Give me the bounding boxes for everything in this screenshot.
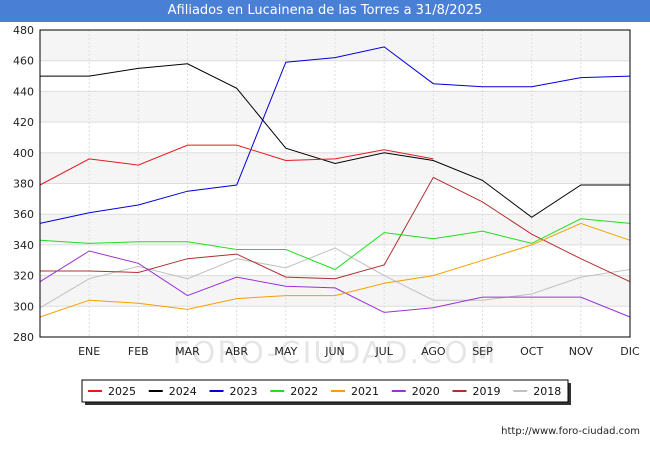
x-tick-label: OCT bbox=[520, 345, 543, 358]
legend-label-2021: 2021 bbox=[351, 385, 379, 398]
y-tick-label: 300 bbox=[13, 300, 34, 313]
legend-label-2024: 2024 bbox=[169, 385, 197, 398]
y-tick-label: 320 bbox=[13, 270, 34, 283]
legend-label-2023: 2023 bbox=[230, 385, 258, 398]
x-tick-label: FEB bbox=[128, 345, 149, 358]
watermark-text: FORO-CIUDAD.COM bbox=[173, 336, 498, 371]
legend-box bbox=[81, 379, 569, 403]
series-line-2024 bbox=[40, 63, 630, 218]
y-tick-label: 460 bbox=[13, 55, 34, 68]
y-tick-label: 480 bbox=[13, 24, 34, 37]
legend-label-2018: 2018 bbox=[533, 385, 561, 398]
x-tick-label: JUN bbox=[324, 345, 345, 358]
x-tick-label: DIC bbox=[620, 345, 640, 358]
x-axis-ticks: ENE FEB MAR ABR MAY JUN JUL AGO SEP OCT NOV DIC bbox=[78, 345, 640, 358]
series-line-2022 bbox=[39, 218, 631, 271]
y-tick-label: 420 bbox=[13, 116, 34, 129]
legend: 2025 2024 2023 2022 2021 2020 2019 2018 bbox=[81, 379, 571, 405]
y-tick-label: 360 bbox=[13, 208, 34, 221]
y-tick-label: 380 bbox=[13, 178, 34, 191]
series-line-2021 bbox=[39, 222, 631, 318]
y-tick-label: 440 bbox=[13, 85, 34, 98]
y-tick-label: 280 bbox=[13, 331, 34, 344]
series-line-2023 bbox=[39, 46, 631, 224]
y-tick-label: 400 bbox=[13, 147, 34, 160]
y-axis-ticks: 280 300 320 340 360 380 400 420 440 460 480 bbox=[13, 24, 34, 344]
legend-label-2020: 2020 bbox=[412, 385, 440, 398]
series-line-2019 bbox=[40, 176, 631, 283]
x-tick-label: MAY bbox=[274, 345, 297, 358]
x-tick-label: SEP bbox=[472, 345, 493, 358]
x-tick-label: NOV bbox=[569, 345, 594, 358]
plot-frame bbox=[39, 29, 631, 338]
chart-title: Afiliados en Lucainena de las Torres a 3… bbox=[0, 0, 650, 22]
x-tick-label: ENE bbox=[78, 345, 100, 358]
legend-label-2022: 2022 bbox=[290, 385, 318, 398]
x-tick-label: JUL bbox=[374, 345, 393, 358]
legend-label-2019: 2019 bbox=[473, 385, 501, 398]
series-line-2018 bbox=[39, 247, 631, 309]
x-tick-label: ABR bbox=[225, 345, 248, 358]
legend-label-2025: 2025 bbox=[108, 385, 136, 398]
source-url[interactable]: http://www.foro-ciudad.com bbox=[501, 426, 640, 437]
series-layer bbox=[39, 46, 631, 318]
series-line-2020 bbox=[39, 250, 631, 318]
y-tick-label: 340 bbox=[13, 239, 34, 252]
series-line-2025 bbox=[39, 144, 434, 186]
x-tick-label: AGO bbox=[421, 345, 446, 358]
x-tick-label: MAR bbox=[175, 345, 200, 358]
